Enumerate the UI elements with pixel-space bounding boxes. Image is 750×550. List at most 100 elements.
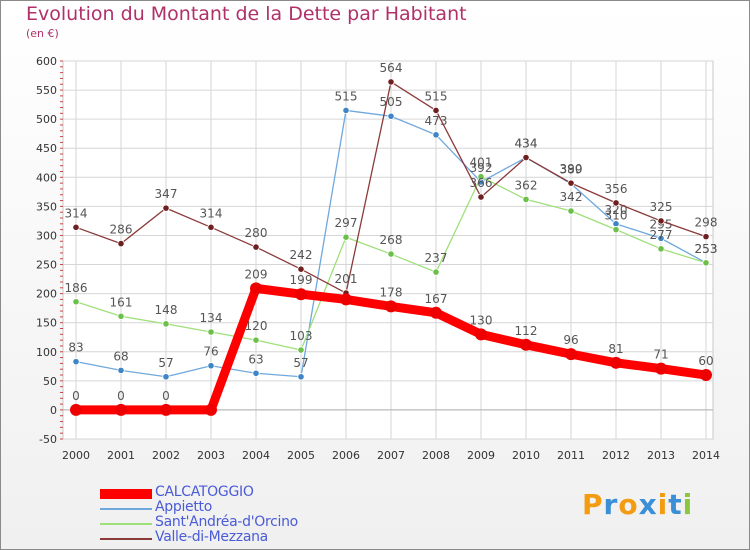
data-point (387, 78, 395, 86)
data-label: 362 (515, 178, 538, 192)
data-label: 366 (470, 176, 493, 190)
data-label: 167 (425, 292, 448, 306)
data-label: 564 (380, 61, 403, 75)
chart-subtitle: (en €) (26, 27, 59, 40)
y-tick-label: 150 (36, 317, 57, 330)
logo-letter: t (668, 488, 683, 521)
data-label: 389 (560, 163, 583, 177)
data-label: 314 (65, 206, 88, 220)
data-point (385, 300, 397, 313)
logo-letter: o (618, 488, 639, 521)
data-label: 161 (110, 295, 133, 309)
chart-title: Evolution du Montant de la Dette par Hab… (26, 3, 467, 25)
legend-label: Appietto (155, 499, 212, 515)
data-point (162, 204, 170, 212)
data-point (702, 259, 710, 267)
proxiti-logo: Proxiti (582, 488, 693, 521)
x-tick-label: 2013 (647, 449, 675, 462)
logo-letter: r (603, 488, 619, 521)
data-label: 253 (695, 242, 718, 256)
logo-letter: x (638, 488, 658, 521)
data-point (205, 403, 217, 416)
data-label: 401 (470, 156, 493, 170)
y-tick-label: 50 (43, 375, 57, 388)
data-point (657, 245, 665, 253)
data-point (250, 282, 262, 295)
data-label: 186 (65, 281, 88, 295)
data-label: 390 (560, 162, 583, 176)
data-label: 505 (380, 95, 403, 109)
data-point (117, 312, 125, 320)
data-point (432, 268, 440, 276)
data-point (72, 223, 80, 231)
data-label: 237 (425, 251, 448, 265)
data-point (430, 306, 442, 319)
data-label: 515 (335, 89, 358, 103)
data-point (522, 153, 530, 162)
data-point (387, 250, 395, 258)
data-point (297, 265, 305, 273)
data-point (117, 366, 125, 374)
x-tick-label: 2010 (512, 449, 540, 462)
data-point (297, 346, 305, 354)
y-tick-label: 0 (50, 404, 57, 417)
data-label: 201 (335, 272, 358, 286)
legend-swatch (100, 507, 152, 510)
data-label: 199 (290, 273, 313, 287)
x-tick-label: 2012 (602, 449, 630, 462)
data-point (342, 233, 350, 241)
data-point (297, 373, 305, 381)
y-tick-label: 350 (36, 200, 57, 213)
data-point (340, 293, 352, 306)
data-label: 81 (608, 342, 623, 356)
data-point (207, 362, 215, 370)
logo-letter: P (582, 488, 604, 521)
data-label: 434 (515, 137, 538, 151)
data-point (342, 106, 350, 115)
data-point (432, 106, 440, 115)
data-label: 280 (245, 226, 268, 240)
data-point (567, 207, 575, 215)
data-label: 148 (155, 303, 178, 317)
y-tick-label: 100 (36, 346, 57, 359)
data-label: 320 (605, 203, 628, 217)
data-label: 0 (72, 389, 80, 403)
data-label: 253 (695, 242, 718, 256)
x-tick-label: 2006 (332, 449, 360, 462)
data-point (252, 243, 260, 251)
x-tick-label: 2004 (242, 449, 270, 462)
data-label: 112 (515, 324, 538, 338)
data-point (475, 328, 487, 341)
data-point (657, 217, 665, 225)
y-tick-label: 200 (36, 288, 57, 301)
data-label: 103 (290, 329, 313, 343)
data-point (160, 403, 172, 416)
y-tick-label: 400 (36, 171, 57, 184)
data-label: 0 (162, 389, 170, 403)
x-tick-label: 2001 (107, 449, 135, 462)
data-point (612, 226, 620, 234)
data-point (610, 356, 622, 369)
data-point (115, 403, 127, 416)
data-point (477, 193, 485, 201)
data-point (207, 328, 215, 336)
data-label: 63 (248, 352, 263, 366)
data-point (162, 373, 170, 381)
data-point (477, 173, 485, 181)
legend-label: CALCATOGGIO (155, 484, 254, 500)
data-label: 298 (695, 216, 718, 230)
y-tick-label: 600 (36, 55, 57, 68)
data-label: 134 (200, 311, 223, 325)
data-label: 286 (110, 223, 133, 237)
data-point (657, 234, 665, 242)
data-label: 310 (605, 209, 628, 223)
data-label: 515 (425, 89, 448, 103)
data-point (655, 362, 667, 375)
y-tick-label: 300 (36, 229, 57, 242)
data-label: 57 (293, 356, 308, 370)
data-label: 60 (698, 354, 713, 368)
y-tick-label: 450 (36, 142, 57, 155)
y-tick-label: -50 (39, 433, 57, 446)
data-point (295, 288, 307, 301)
